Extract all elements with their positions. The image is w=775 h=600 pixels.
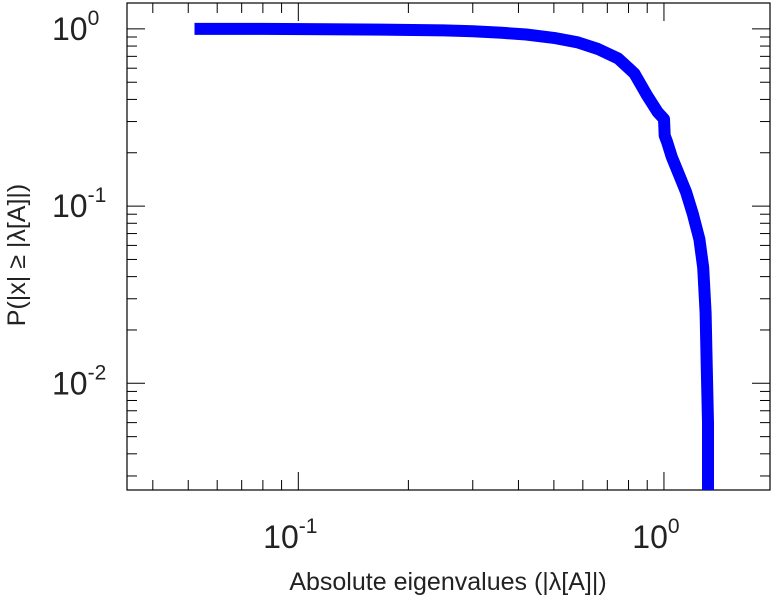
y-tick-labels: 100 10-1 10-2 xyxy=(52,7,106,401)
x-tick-label: 10-1 xyxy=(263,515,317,555)
series-layer xyxy=(194,22,714,490)
x-tick-labels: 10-1 100 xyxy=(263,515,679,555)
series-line xyxy=(194,22,714,490)
y-axis-label: P(|x| ≥ |λ[A]|) xyxy=(3,184,31,326)
minor-ticks xyxy=(127,3,770,490)
y-tick-label: 10-2 xyxy=(52,361,106,401)
x-axis-label: Absolute eigenvalues (|λ[A]|) xyxy=(289,568,606,596)
x-tick-label: 100 xyxy=(632,515,679,555)
y-tick-label: 100 xyxy=(52,7,99,47)
major-ticks xyxy=(127,3,770,490)
y-tick-label: 10-1 xyxy=(52,184,106,224)
plot-frame xyxy=(126,2,771,491)
